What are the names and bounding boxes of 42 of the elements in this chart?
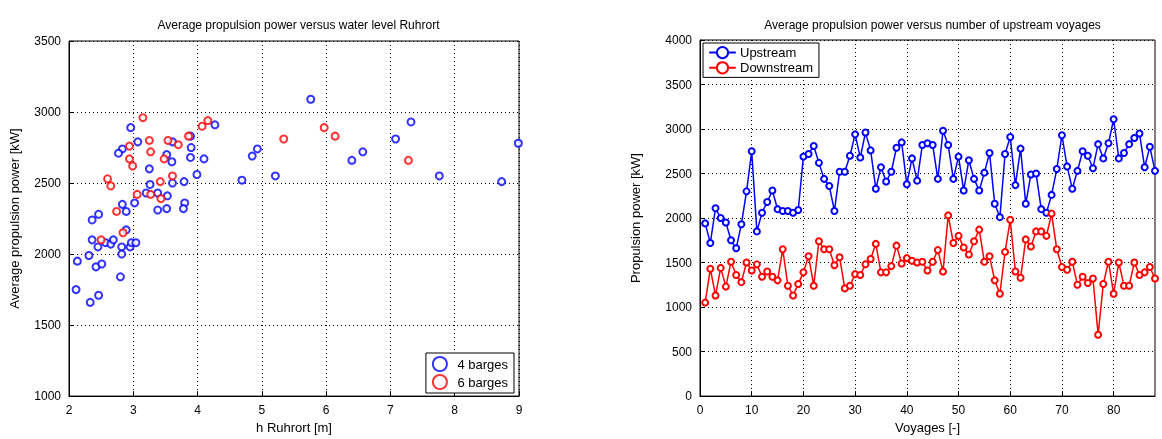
legend-label: Downstream [740, 60, 813, 76]
y-tick-label: 3000 [665, 122, 693, 137]
y-tick-label: 500 [671, 344, 693, 359]
y-tick-label: 1500 [665, 255, 693, 270]
x-tick-label: 7 [387, 403, 395, 418]
x-tick-label: 20 [796, 403, 811, 418]
x-tick-label: 30 [848, 403, 863, 418]
y-axis-title: Propulsion power [kW] [628, 153, 643, 284]
x-axis-title: h Ruhrort [m] [256, 420, 332, 435]
y-tick-label: 3500 [34, 34, 62, 48]
chart-title: Average propulsion power versus number of upstream voyages [764, 18, 1101, 32]
x-tick-label: 40 [900, 403, 914, 418]
y-tick-label: 0 [685, 389, 693, 404]
y-tick-label: 3000 [34, 105, 62, 120]
legend-label: 4 barges [457, 356, 509, 372]
x-axis-title: Voyages [-] [894, 420, 961, 435]
y-tick-label: 2500 [665, 166, 693, 181]
x-tick-label: 10 [745, 403, 759, 418]
y-tick-label: 4000 [665, 33, 693, 47]
chart-title: Average propulsion power versus water level Ruhrort [157, 18, 441, 32]
legend-label: 6 barges [457, 374, 509, 390]
x-tick-label: 4 [194, 403, 202, 418]
x-tick-label: 70 [1055, 403, 1069, 418]
y-tick-label: 1500 [34, 318, 62, 333]
y-tick-label: 2000 [34, 247, 62, 262]
x-tick-label: 5 [258, 403, 266, 418]
x-tick-label: 8 [451, 403, 459, 418]
x-tick-label: 0 [696, 403, 704, 418]
y-tick-label: 1000 [34, 389, 62, 404]
y-tick-label: 2500 [34, 176, 62, 191]
x-tick-label: 9 [515, 403, 523, 418]
y-tick-label: 2000 [665, 211, 693, 226]
y-tick-label: 3500 [665, 77, 693, 92]
x-tick-label: 3 [129, 403, 137, 418]
x-tick-label: 6 [322, 403, 330, 418]
x-tick-label: 60 [1003, 403, 1018, 418]
x-tick-label: 2 [65, 403, 73, 418]
y-tick-label: 1000 [665, 300, 693, 315]
x-tick-label: 80 [1106, 403, 1121, 418]
x-tick-label: 50 [951, 403, 966, 418]
legend-label: Upstream [740, 45, 797, 61]
y-axis-title: Average propulsion power [kW] [7, 128, 22, 309]
